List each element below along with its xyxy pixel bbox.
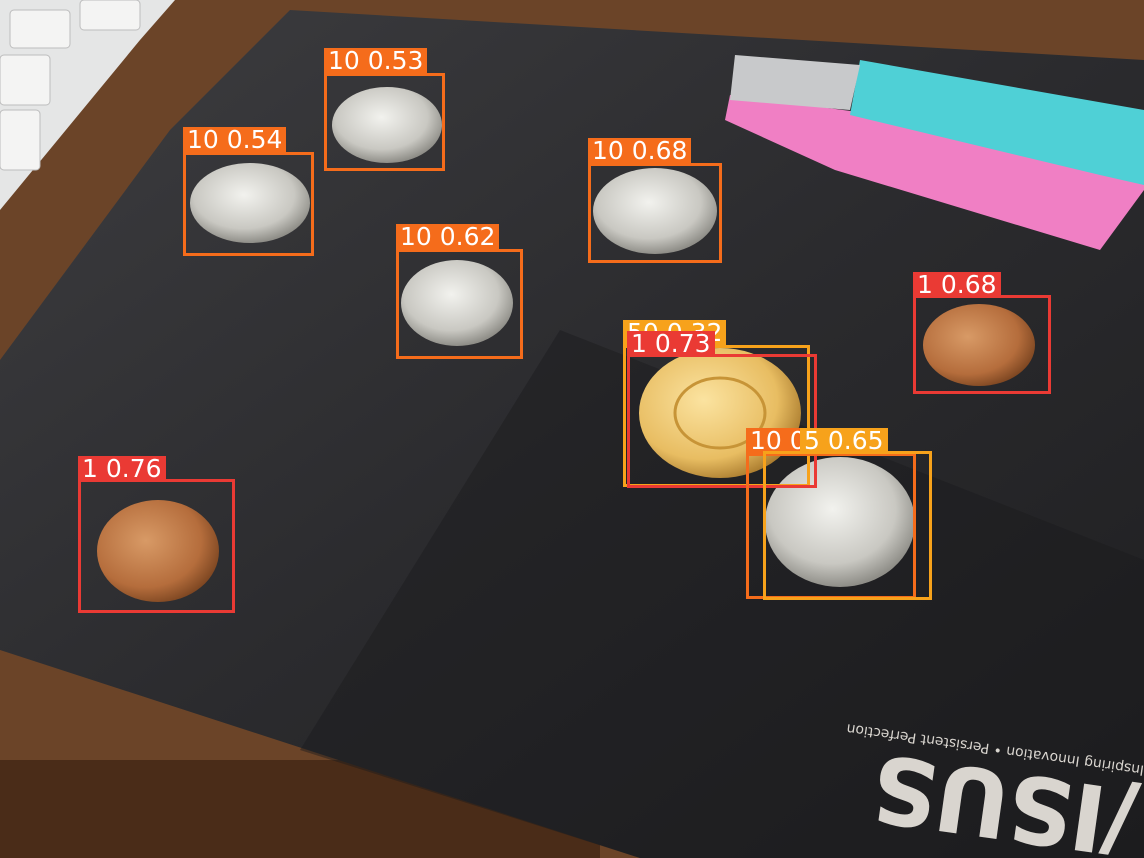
detection-label: 10 0.54	[183, 127, 287, 152]
silver-coin	[593, 168, 717, 254]
detection-box	[324, 73, 445, 171]
detection-label: 5 0.65	[800, 428, 888, 453]
detection-box	[183, 152, 314, 256]
detection-label: 10 0.62	[396, 224, 500, 249]
silver-coin	[332, 87, 442, 163]
detection-label: 10 0.53	[324, 48, 428, 73]
silver-coin	[190, 163, 310, 243]
copper-coin	[923, 304, 1035, 386]
silver-coin	[765, 457, 915, 587]
detection-box	[78, 479, 235, 613]
copper-coin	[97, 500, 219, 602]
detection-box	[588, 163, 722, 263]
silver-coin	[401, 260, 513, 346]
keyboard	[0, 0, 175, 210]
detection-label: 1 0.73	[627, 331, 715, 356]
detection-box	[913, 295, 1051, 394]
detection-box	[763, 451, 932, 600]
detection-label: 10 0.68	[588, 138, 692, 163]
detection-box	[627, 354, 817, 488]
nail-clipper	[725, 55, 1144, 250]
detection-label: 1 0.76	[78, 456, 166, 481]
detection-box	[396, 249, 523, 359]
detection-label: 1 0.68	[913, 272, 1001, 297]
